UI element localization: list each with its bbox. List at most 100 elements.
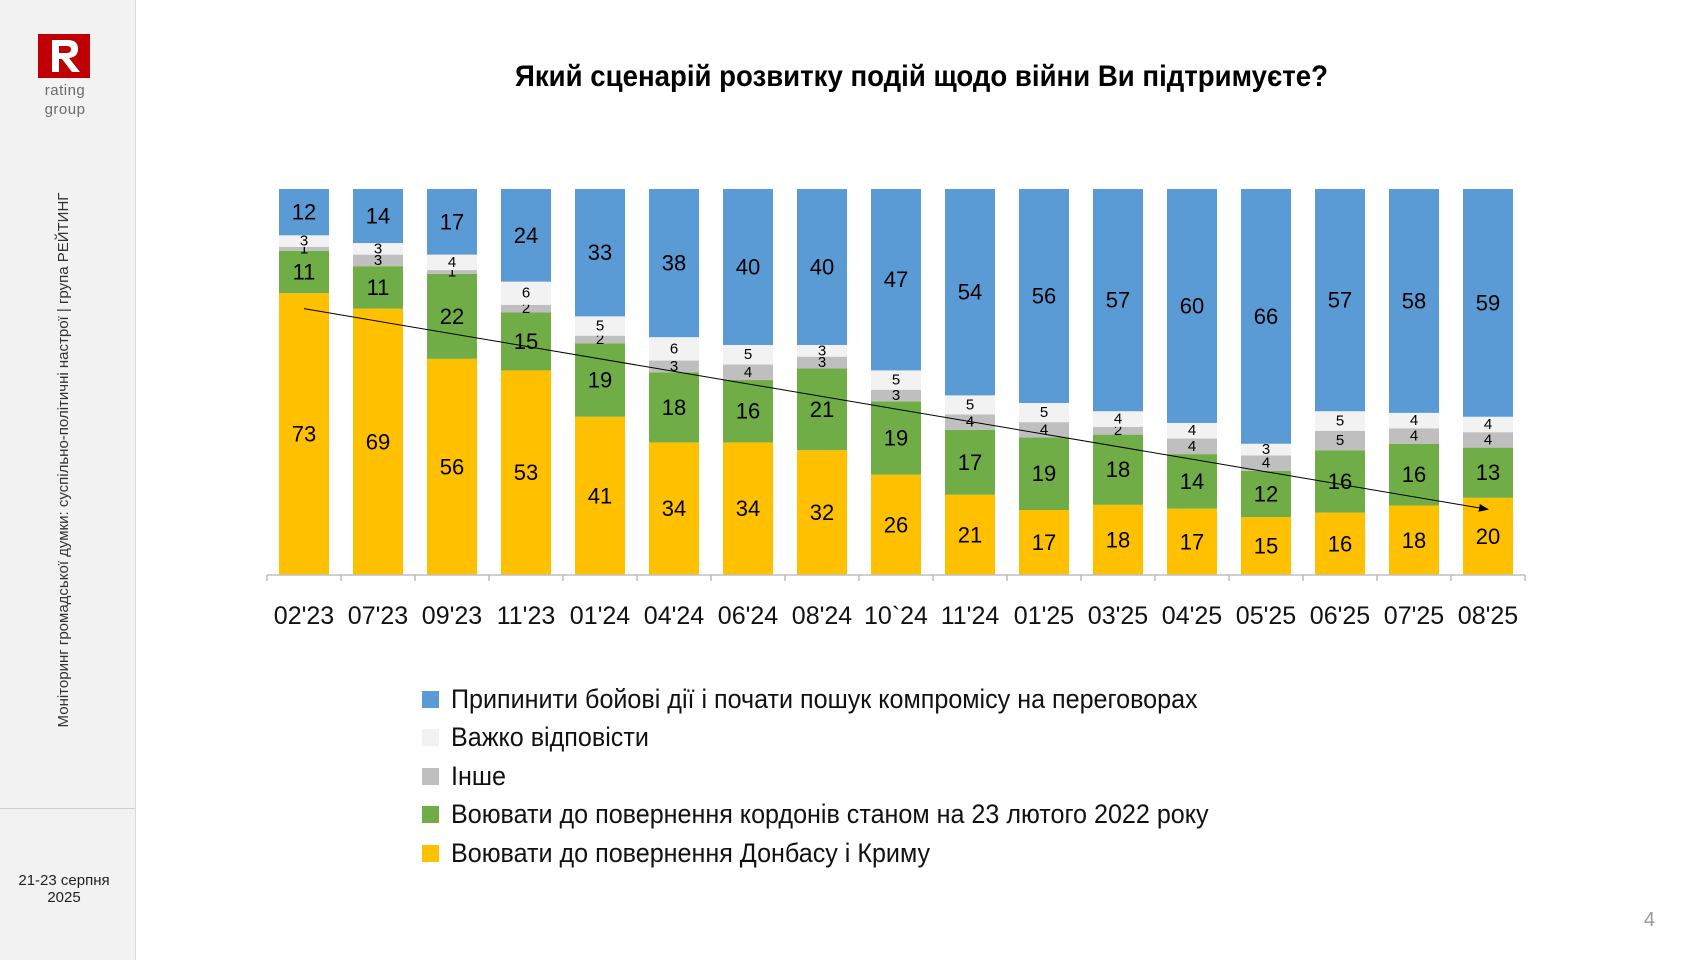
legend-item: Припинити бойові дії і почати пошук комп… [422, 680, 1266, 719]
data-label: 3 [374, 252, 382, 269]
bar-segment [279, 189, 329, 236]
rating-group-logo: rating group [36, 32, 94, 118]
trend-arrow [303, 308, 1489, 512]
x-tick-label: 06'24 [718, 602, 778, 630]
bar-segment [797, 344, 847, 357]
data-label: 6 [522, 285, 530, 302]
data-label: 4 [1484, 416, 1492, 433]
bar-segment [1093, 189, 1143, 412]
data-label: 4 [744, 364, 752, 381]
bar-segment [1315, 430, 1365, 451]
data-label: 4 [1484, 431, 1492, 448]
legend-label: Воювати до повернення Донбасу і Криму [451, 837, 931, 868]
data-label: 16 [736, 399, 760, 424]
data-label: 17 [440, 209, 464, 234]
data-label: 3 [818, 342, 826, 359]
bar-segment [1019, 403, 1069, 423]
data-label: 5 [1336, 412, 1344, 429]
bar-segment [871, 401, 921, 475]
bar-segment [1019, 189, 1069, 404]
data-label: 40 [810, 254, 834, 279]
data-label: 54 [958, 280, 982, 305]
legend-item: Воювати до повернення кордонів станом на… [422, 796, 1266, 835]
data-label: 5 [744, 346, 752, 363]
legend-label: Воювати до повернення кордонів станом на… [451, 799, 1209, 830]
bar-segment [1241, 189, 1291, 444]
data-label: 38 [662, 251, 686, 276]
bar-segment [501, 281, 551, 305]
data-label: 56 [1032, 284, 1056, 309]
data-label: 2 [522, 300, 530, 317]
bar-segment [353, 189, 403, 244]
data-label: 3 [300, 233, 308, 250]
x-tick-label: 09'23 [422, 602, 482, 630]
bar-segment [1389, 189, 1439, 413]
bar-segment [501, 370, 551, 575]
bar-segment [797, 450, 847, 575]
data-label: 16 [1328, 469, 1352, 494]
x-tick-label: 05'25 [1236, 602, 1296, 630]
legend-swatch [422, 806, 439, 824]
bar-segment [1167, 422, 1217, 439]
data-label: 4 [1188, 422, 1196, 439]
x-tick-label: 06'25 [1310, 602, 1370, 630]
bar-segment [649, 442, 699, 575]
data-label: 47 [884, 267, 908, 292]
bar-segment [871, 474, 921, 575]
bar-segment [723, 442, 773, 575]
survey-date-year: 2025 [47, 889, 81, 906]
x-tick-label: 03'25 [1088, 602, 1148, 630]
legend-item: Інше [422, 757, 1266, 796]
data-label: 3 [1262, 441, 1270, 458]
bar-segment [797, 189, 847, 345]
data-label: 57 [1106, 288, 1130, 313]
x-tick-label: 07'23 [348, 602, 408, 630]
bar-segment [427, 254, 477, 271]
bar-segment [1167, 438, 1217, 455]
data-label: 59 [1476, 290, 1500, 315]
bar-segment [353, 243, 403, 255]
data-label: 2 [596, 331, 604, 348]
bar-segment [279, 235, 329, 247]
legend-swatch [422, 690, 439, 708]
data-label: 15 [1254, 534, 1278, 559]
bar-segment [427, 273, 477, 359]
data-label: 12 [1254, 481, 1278, 506]
bar-segment [945, 429, 995, 495]
bar-segment [1315, 189, 1365, 412]
bar-segment [871, 370, 921, 390]
data-label: 1 [448, 263, 456, 280]
bar-segment [353, 266, 403, 309]
data-label: 4 [1114, 411, 1122, 428]
data-label: 1 [300, 240, 308, 257]
data-label: 3 [374, 240, 382, 257]
data-label: 4 [1262, 455, 1270, 472]
data-label: 5 [966, 396, 974, 413]
bar-segment [797, 356, 847, 369]
bar-segment [575, 316, 625, 336]
sidebar: rating group Моніторинг громадської думк… [0, 0, 136, 960]
bar-segment [279, 250, 329, 294]
chart-legend: Припинити бойові дії і почати пошук комп… [422, 680, 1266, 873]
bar-segment [1241, 517, 1291, 575]
data-label: 17 [1180, 529, 1204, 554]
bar-segment [871, 189, 921, 371]
bar-segment [1019, 422, 1069, 438]
data-label: 17 [958, 450, 982, 475]
bar-segment [1463, 416, 1513, 433]
data-label: 18 [662, 395, 686, 420]
data-label: 4 [1410, 428, 1418, 445]
data-label: 11 [367, 275, 390, 300]
bar-segment [1167, 189, 1217, 423]
data-label: 5 [892, 372, 900, 389]
data-label: 18 [1402, 528, 1426, 553]
data-label: 17 [1032, 530, 1056, 555]
x-tick-label: 07'25 [1384, 602, 1444, 630]
survey-date-days: 21-23 серпня [18, 872, 110, 889]
data-label: 21 [958, 522, 982, 547]
data-label: 19 [884, 425, 908, 450]
bar-segment [945, 414, 995, 430]
logo-text-group: group [44, 101, 86, 118]
data-label: 4 [1188, 438, 1196, 455]
